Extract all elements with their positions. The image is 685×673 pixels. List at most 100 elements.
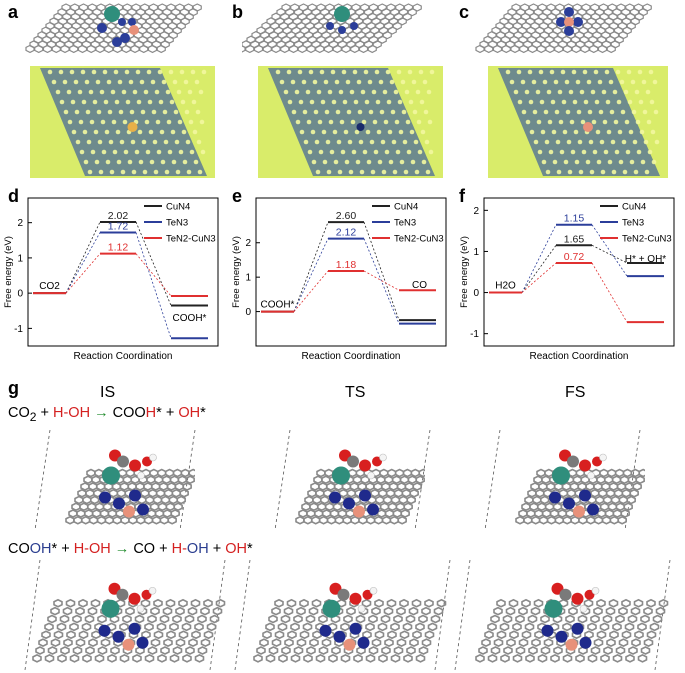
stm-spot — [538, 69, 544, 75]
y-axis-label: Free energy (eV) — [3, 236, 14, 308]
stm-spot — [614, 149, 620, 155]
graphene-hexagon — [166, 630, 176, 640]
graphene-hexagon — [658, 598, 669, 608]
stm-spot — [367, 79, 373, 85]
graphene-hexagon — [593, 638, 604, 648]
stm-spot — [368, 109, 374, 115]
graphene-hexagon — [122, 475, 133, 485]
nitrogen-atom — [129, 489, 141, 502]
carbon-atom — [337, 588, 350, 601]
y-tick-label: 0 — [245, 307, 251, 318]
graphene-hexagon — [121, 44, 131, 54]
graphene-hexagon — [524, 495, 534, 505]
stm-spot — [553, 79, 559, 85]
graphene-hexagon — [584, 630, 594, 640]
stm-spot — [338, 89, 344, 95]
graphene-hexagon — [393, 646, 404, 655]
graphene-hexagon — [508, 598, 519, 608]
stm-spot — [629, 159, 635, 165]
nitrogen-atom — [555, 630, 568, 643]
graphene-hexagon — [156, 468, 167, 478]
graphene-hexagon — [78, 598, 88, 608]
graphene-hexagon — [35, 646, 45, 655]
stm-spot — [578, 169, 584, 175]
y-tick-label: 0 — [473, 288, 479, 299]
stm-spot — [286, 69, 292, 75]
graphene-hexagon — [76, 509, 86, 518]
stm-spot — [71, 129, 77, 135]
stm-spot — [617, 129, 623, 135]
stm-spot — [354, 129, 360, 135]
graphene-hexagon — [177, 475, 188, 485]
stm-spot — [394, 119, 400, 125]
graphene-hexagon — [646, 598, 656, 608]
stm-spot — [609, 109, 615, 115]
stm-spot — [124, 69, 130, 75]
subscript-2: 2 — [29, 409, 37, 424]
graphene-hexagon — [536, 468, 546, 478]
structure-b — [242, 0, 452, 60]
stm-spot — [396, 69, 402, 75]
stm-spot — [649, 99, 655, 105]
graphene-hexagon — [311, 598, 322, 608]
graphene-hexagon — [306, 509, 316, 518]
graphene-hexagon — [185, 646, 195, 655]
graphene-hexagon — [617, 515, 627, 525]
graphene-hexagon — [203, 630, 214, 640]
graphene-hexagon — [25, 44, 35, 54]
graphene-hexagon — [87, 606, 98, 616]
stm-spot — [350, 119, 356, 125]
stm-spot — [63, 109, 69, 115]
reactant-oh: OH — [29, 541, 52, 557]
graphene-hexagon — [386, 468, 397, 478]
graphene-hexagon — [299, 598, 309, 608]
connector-line — [591, 244, 628, 264]
graphene-hexagon — [621, 488, 632, 498]
ts-value-label: 1.12 — [108, 242, 129, 254]
stm-spot — [536, 119, 542, 125]
connector-line — [293, 238, 329, 312]
stm-spot — [70, 99, 76, 105]
stage-label-is: IS — [100, 384, 116, 401]
plus-sign: + — [40, 405, 49, 421]
graphene-hexagon — [596, 598, 606, 608]
graphene-hexagon — [197, 646, 208, 655]
panel-letter-a: a — [8, 2, 19, 22]
stm-spot — [75, 139, 81, 145]
graphene-hexagon — [408, 606, 419, 616]
ts-value-label: 1.65 — [564, 233, 585, 245]
graphene-hexagon — [259, 638, 269, 648]
graphene-hexagon — [568, 606, 578, 616]
legend-label: TeN2-CuN3 — [622, 234, 672, 245]
graphene-hexagon — [358, 515, 368, 525]
stm-spot — [98, 169, 104, 175]
graphene-hexagon — [159, 515, 170, 525]
graphene-hexagon — [622, 468, 633, 478]
graphene-hexagon — [616, 482, 627, 491]
graphene-hexagon — [430, 614, 441, 624]
graphene-hexagon — [374, 495, 385, 505]
panel-letter-f: f — [459, 186, 465, 206]
stm-spot — [633, 169, 639, 175]
graphene-hexagon — [59, 614, 70, 624]
hydrogen-atom — [579, 604, 588, 613]
stm-spot — [58, 69, 64, 75]
stm-spot — [337, 169, 343, 175]
nitrogen-atom — [113, 497, 125, 510]
y-tick-label: 2 — [473, 206, 479, 217]
graphene-hexagon — [69, 653, 80, 663]
nitrogen-atom — [120, 33, 130, 43]
graphene-hexagon — [280, 44, 290, 54]
product-cooh: COO — [112, 405, 146, 421]
nitrogen-atom — [98, 624, 111, 637]
graphene-hexagon — [346, 606, 356, 616]
graphene-hexagon — [585, 515, 596, 525]
oxygen-atom — [579, 459, 591, 472]
stm-spot — [136, 99, 142, 105]
graphene-hexagon — [297, 44, 307, 54]
graphene-hexagon — [575, 653, 585, 663]
stm-spot — [567, 169, 573, 175]
graphene-hexagon — [541, 475, 551, 485]
graphene-hexagon — [590, 646, 601, 655]
graphene-hexagon — [623, 502, 633, 512]
